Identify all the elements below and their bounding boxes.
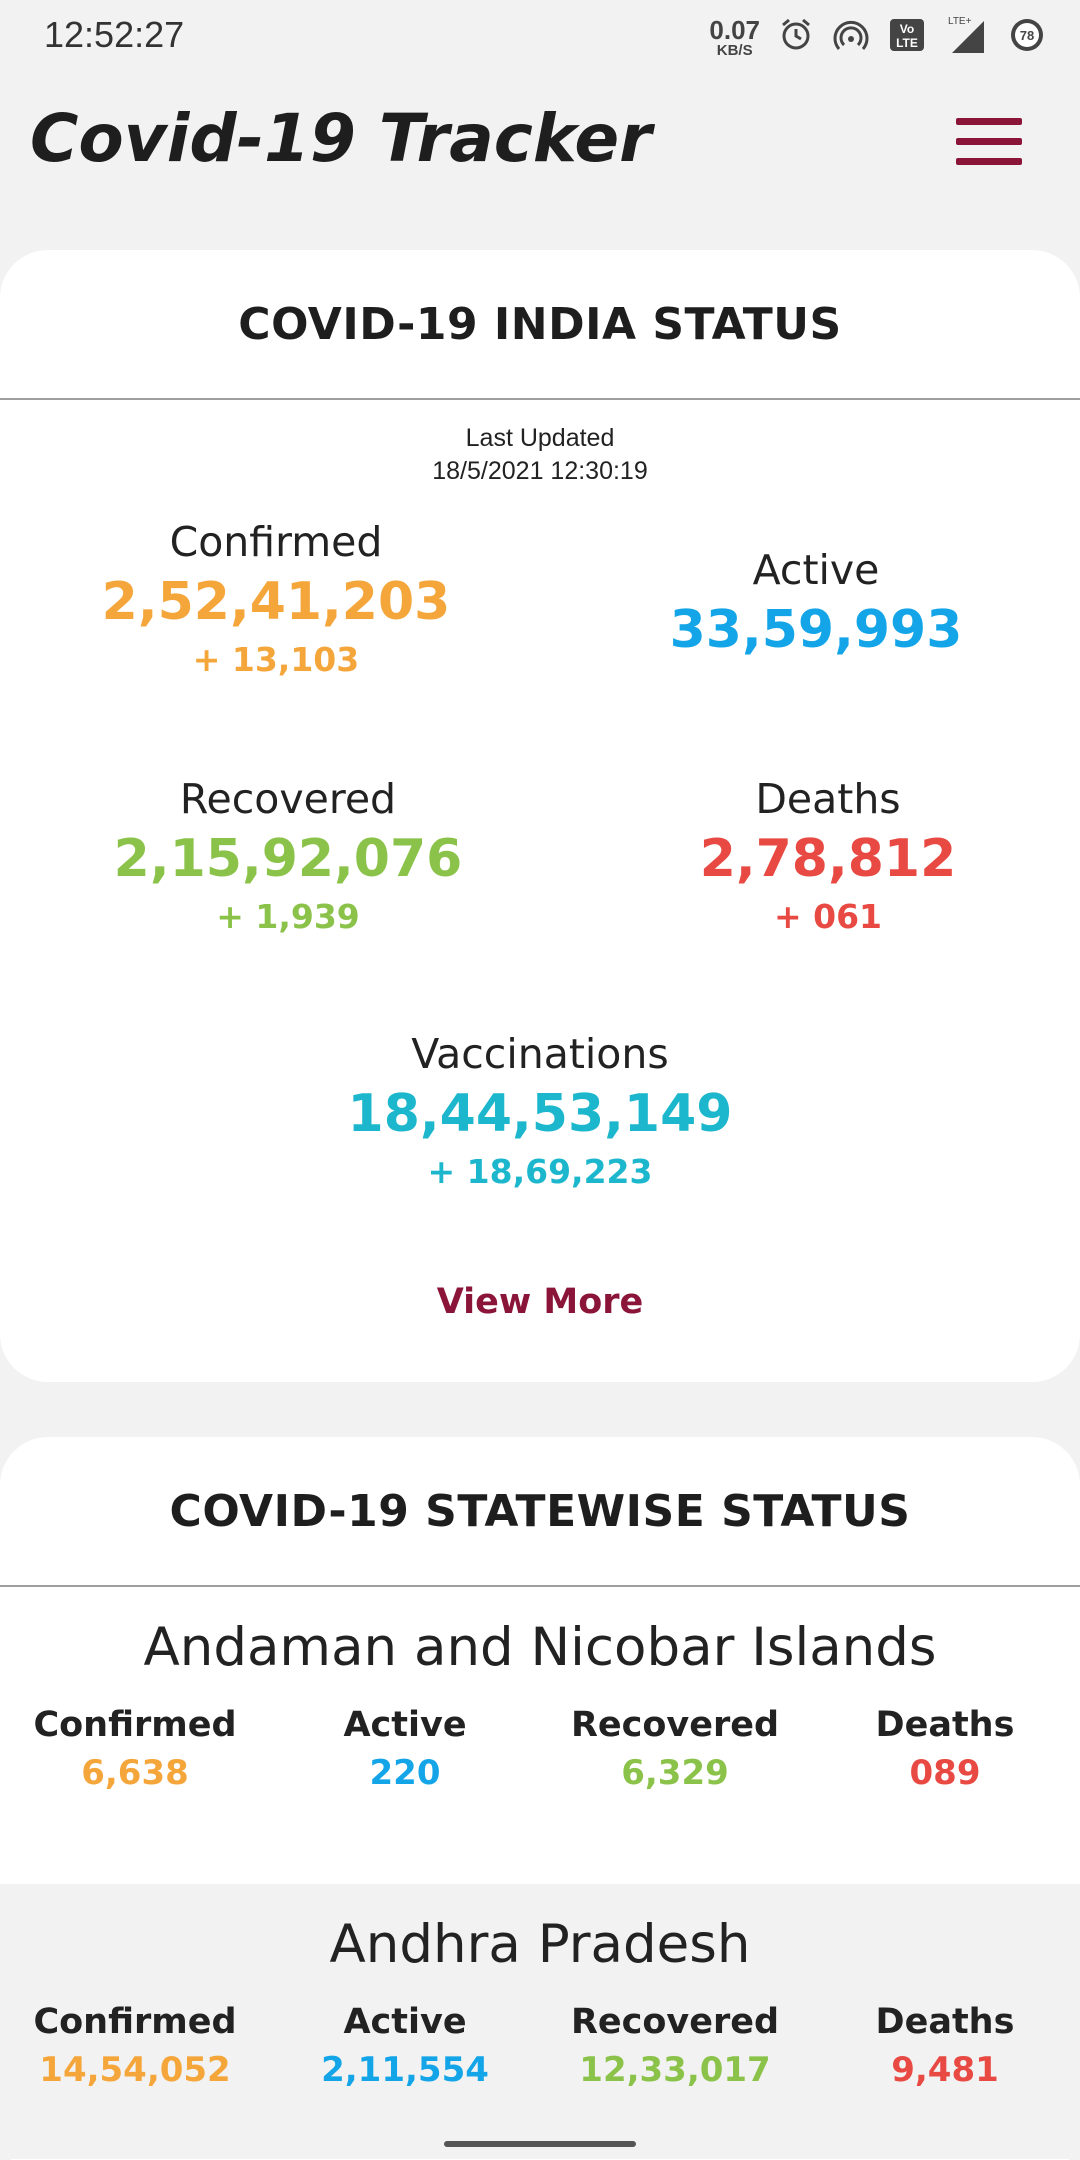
network-speed-value: 0.07 [709, 14, 760, 45]
hamburger-menu-icon[interactable] [956, 118, 1022, 166]
state-active-label: Active [343, 1705, 467, 1745]
state-confirmed: Confirmed 14,54,052 [0, 2002, 270, 2090]
state-recovered-value: 6,329 [621, 1753, 729, 1793]
confirmed-stat: Confirmed 2,52,41,203 + 13,103 [46, 518, 506, 679]
state-row[interactable]: Andhra Pradesh Confirmed 14,54,052 Activ… [0, 1884, 1080, 2159]
divider [0, 398, 1080, 400]
home-indicator[interactable] [444, 2141, 636, 2147]
state-confirmed-value: 6,638 [81, 1753, 189, 1793]
volte-icon-bottom: LTE [896, 36, 918, 50]
vaccinations-label: Vaccinations [411, 1030, 669, 1078]
state-recovered: Recovered 12,33,017 [540, 2002, 810, 2090]
state-deaths-label: Deaths [875, 1705, 1015, 1745]
deaths-value: 2,78,812 [699, 829, 957, 889]
last-updated-value: 18/5/2021 12:30:19 [432, 457, 648, 485]
menu-line [956, 118, 1022, 125]
battery-icon: 78 [1008, 16, 1046, 58]
state-deaths: Deaths 089 [810, 1705, 1080, 1793]
recovered-value: 2,15,92,076 [113, 829, 463, 889]
state-active: Active 2,11,554 [270, 2002, 540, 2090]
vaccinations-delta: + 18,69,223 [427, 1152, 653, 1191]
state-deaths: Deaths 9,481 [810, 2002, 1080, 2090]
state-confirmed-value: 14,54,052 [39, 2050, 231, 2090]
vaccinations-stat: Vaccinations 18,44,53,149 + 18,69,223 [310, 1030, 770, 1191]
state-active-value: 220 [369, 1753, 441, 1793]
battery-level: 78 [1020, 28, 1034, 43]
state-recovered-label: Recovered [570, 2002, 780, 2042]
india-status-card: Covid-19 India Status Last Updated 18/5/… [0, 250, 1080, 1382]
state-deaths-value: 9,481 [891, 2050, 999, 2090]
last-updated: Last Updated 18/5/2021 12:30:19 [0, 422, 1080, 488]
statewise-status-card: Covid-19 Statewise Status Andaman and Ni… [0, 1437, 1080, 2160]
network-speed: 0.07 KB/S [709, 17, 760, 58]
state-row[interactable]: Andaman and Nicobar Islands Confirmed 6,… [0, 1587, 1080, 1862]
last-updated-label: Last Updated [465, 424, 615, 452]
state-name: Andaman and Nicobar Islands [143, 1617, 937, 1678]
active-stat: Active 33,59,993 [586, 546, 1046, 660]
alarm-icon [778, 17, 814, 57]
state-deaths-label: Deaths [875, 2002, 1015, 2042]
menu-line [956, 158, 1022, 165]
confirmed-label: Confirmed [169, 518, 383, 566]
recovered-delta: + 1,939 [216, 897, 360, 936]
vaccinations-value: 18,44,53,149 [347, 1084, 733, 1144]
status-time: 12:52:27 [44, 14, 185, 55]
state-recovered: Recovered 6,329 [540, 1705, 810, 1793]
deaths-label: Deaths [755, 775, 901, 823]
signal-icon: LTE+ [944, 15, 990, 59]
volte-icon-top: Vo [900, 22, 914, 36]
india-status-title: Covid-19 India Status [238, 298, 842, 350]
state-name: Andhra Pradesh [329, 1914, 751, 1975]
volte-icon: Vo LTE [888, 17, 926, 57]
lte-label: LTE+ [948, 16, 972, 27]
state-confirmed-label: Confirmed [33, 1705, 237, 1745]
app-title: Covid-19 Tracker [30, 100, 652, 177]
state-recovered-label: Recovered [570, 1705, 780, 1745]
state-active-label: Active [343, 2002, 467, 2042]
state-active-value: 2,11,554 [321, 2050, 489, 2090]
active-value: 33,59,993 [669, 600, 963, 660]
network-speed-unit: KB/S [716, 41, 753, 59]
state-confirmed: Confirmed 6,638 [0, 1705, 270, 1793]
state-confirmed-label: Confirmed [33, 2002, 237, 2042]
hotspot-icon [832, 17, 870, 57]
confirmed-value: 2,52,41,203 [101, 572, 451, 632]
deaths-stat: Deaths 2,78,812 + 061 [598, 775, 1058, 936]
state-recovered-value: 12,33,017 [579, 2050, 771, 2090]
divider [0, 1585, 1080, 1587]
recovered-label: Recovered [179, 775, 397, 823]
status-bar: 12:52:27 0.07 KB/S Vo LTE LTE+ 78 [0, 0, 1080, 75]
state-deaths-value: 089 [909, 1753, 981, 1793]
menu-line [956, 138, 1022, 145]
deaths-delta: + 061 [773, 897, 883, 936]
active-label: Active [752, 546, 880, 594]
recovered-stat: Recovered 2,15,92,076 + 1,939 [58, 775, 518, 936]
view-more-button[interactable]: View More [436, 1282, 644, 1322]
status-icons: 0.07 KB/S Vo LTE LTE+ 78 [709, 14, 1046, 60]
state-active: Active 220 [270, 1705, 540, 1793]
confirmed-delta: + 13,103 [192, 640, 360, 679]
statewise-status-title: Covid-19 Statewise Status [169, 1485, 911, 1537]
